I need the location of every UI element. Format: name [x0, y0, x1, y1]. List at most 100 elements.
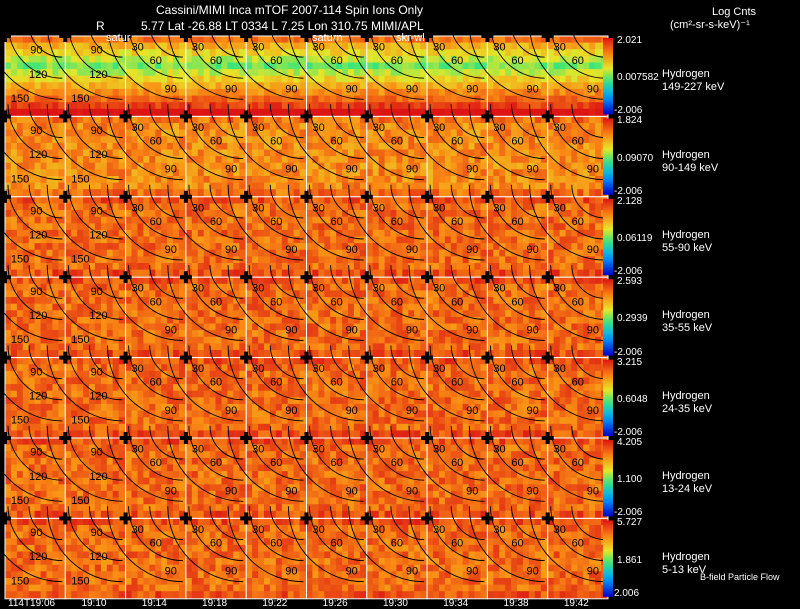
contour-label: 60 — [572, 55, 584, 67]
contour-label: 30 — [554, 202, 566, 214]
contour-label: 90 — [346, 405, 358, 417]
x-tick-label: 19:38 — [503, 598, 529, 609]
species-label: Hydrogen — [662, 309, 710, 322]
colorbar-max-label: 2.021 — [617, 35, 643, 46]
contour-label: 30 — [132, 122, 144, 134]
colorbar-max-label: 5.727 — [617, 517, 643, 529]
panel-r6-c8 — [408, 425, 488, 519]
contour-label: 60 — [572, 377, 584, 389]
contour-label: 60 — [511, 136, 523, 148]
contour-label: 90 — [587, 83, 599, 95]
r-label: R — [96, 19, 105, 33]
species-label: Hydrogen — [662, 550, 710, 563]
title-line-2: 5.77 Lat -26.88 LT 0334 L 7.25 Lon 310.7… — [141, 19, 424, 33]
contour-label: 150 — [71, 334, 89, 346]
contour-label: 60 — [511, 216, 523, 228]
contour-label: 90 — [406, 83, 418, 95]
colorbar-min-label: -2.006 — [614, 105, 643, 117]
panel-r5-c5 — [227, 345, 307, 439]
contour-label: 30 — [132, 42, 144, 54]
contour-label: 30 — [312, 363, 324, 375]
contour-label: 120 — [29, 69, 47, 81]
contour-label: 30 — [192, 444, 204, 456]
contour-label: 90 — [406, 485, 418, 497]
panel-r3-c6 — [287, 184, 368, 278]
colorbar-max-label: 2.593 — [617, 276, 643, 288]
contour-label: 150 — [11, 334, 29, 346]
contour-label: 90 — [587, 405, 599, 417]
contour-label: 60 — [210, 216, 222, 228]
species-label: Hydrogen — [662, 228, 710, 241]
heatmap-row-4: 9012015090120150306090306090306090306090… — [0, 265, 609, 359]
panel-r1-c5 — [227, 23, 307, 117]
contour-label: 90 — [466, 485, 478, 497]
heatmap-row-5: 90 120 150 90 120 150 30 60 90 30 60 90 30 60 90 30 60 90… — [0, 345, 609, 439]
contour-label: 60 — [330, 55, 342, 67]
panel-r7-c4 — [167, 506, 247, 600]
contour-label: 30 — [132, 202, 144, 214]
contour-label: 90 — [466, 325, 478, 337]
contour-label: 30 — [192, 122, 204, 134]
contour-label: 30 — [252, 42, 264, 54]
panel-r7-c6 — [287, 506, 368, 600]
contour-label: 90 — [225, 485, 237, 497]
contour-label: 60 — [391, 216, 403, 228]
panel-r1-c1 — [0, 23, 66, 117]
colorbar-max-label: 4.205 — [617, 437, 643, 448]
contour-label: 30 — [373, 42, 385, 54]
species-label: Hydrogen — [662, 470, 710, 483]
contour-label: 90 — [165, 244, 177, 256]
heatmap-row-2: 9012015090120150306090306090306090306090… — [0, 104, 609, 198]
contour-label: 60 — [210, 296, 222, 308]
contour-label: 30 — [312, 42, 324, 54]
units-title: Log Cnts — [712, 6, 757, 18]
contour-label: 30 — [493, 524, 505, 536]
x-tick-label: 19:22 — [262, 598, 288, 609]
contour-label: 90 — [526, 566, 538, 578]
colorbar-mid-label: 1.100 — [617, 474, 643, 486]
contour-label: 90 — [225, 566, 237, 578]
panel-r1-c7 — [348, 23, 428, 117]
energy-band-label: 24-35 keV — [662, 402, 713, 415]
contour-label: 60 — [572, 216, 584, 228]
contour-label: 60 — [150, 296, 162, 308]
x-tick-label: 19:26 — [322, 598, 348, 609]
contour-label: 90 — [346, 325, 358, 337]
contour-label: 90 — [526, 325, 538, 337]
panel-r6-c6 — [287, 425, 368, 519]
contour-label: 90 — [466, 164, 478, 176]
contour-label: 90 — [285, 325, 297, 337]
contour-label: 30 — [373, 444, 385, 456]
contour-label: 30 — [554, 524, 566, 536]
contour-label: 90 — [165, 83, 177, 95]
x-tick-label: 19:18 — [202, 598, 228, 609]
contour-label: 90 — [30, 125, 42, 137]
contour-label: 30 — [132, 283, 144, 295]
contour-label: 60 — [210, 538, 222, 550]
colorbar-max-label: 3.215 — [617, 356, 643, 368]
contour-label: 30 — [373, 524, 385, 536]
contour-label: 90 — [285, 566, 297, 578]
contour-label: 30 — [433, 363, 445, 375]
contour-label: 90 — [225, 244, 237, 256]
panel-r6-c9 — [468, 425, 549, 519]
contour-label: 90 — [406, 325, 418, 337]
contour-label: 90 — [466, 566, 478, 578]
panel-r5-c3 — [107, 345, 187, 439]
panel-r2-c6 — [287, 104, 368, 198]
title-line-1: Cassini/MIMI Inca mTOF 2007-114 Spin Ion… — [156, 3, 423, 17]
x-tick-label: 19:42 — [563, 598, 589, 609]
contour-label: 30 — [312, 202, 324, 214]
energy-band-label: 5-13 keV — [662, 563, 707, 576]
panel-r1-c8 — [408, 23, 488, 117]
contour-label: 60 — [270, 457, 282, 469]
contour-label: 30 — [252, 283, 264, 295]
panel-r7-c5 — [227, 506, 307, 600]
contour-label: 90 — [526, 485, 538, 497]
contour-label: 60 — [451, 377, 463, 389]
contour-label: 60 — [150, 457, 162, 469]
colorbar-mid-label: 0.007582 — [617, 72, 659, 84]
contour-label: 30 — [373, 122, 385, 134]
contour-label: 60 — [210, 136, 222, 148]
contour-label: 90 — [466, 405, 478, 417]
